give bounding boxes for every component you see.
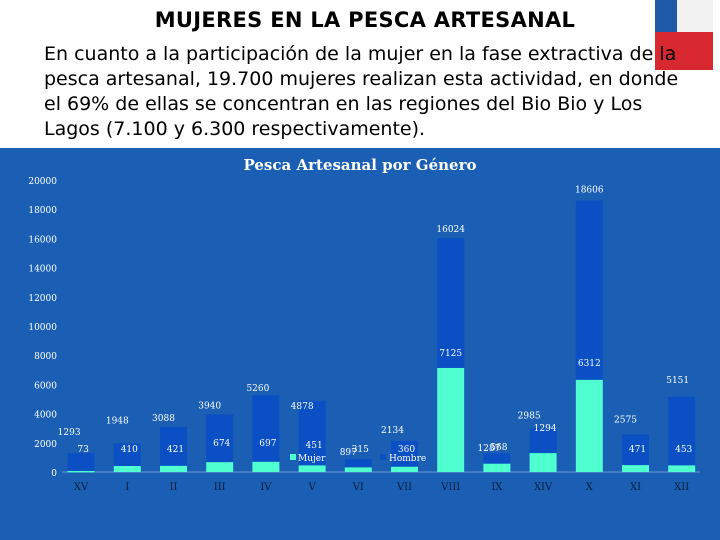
bar-mujer [344, 467, 372, 472]
mujer-value-label: 568 [490, 443, 507, 453]
mujer-value-label: 421 [167, 445, 184, 455]
mujer-value-label: 6312 [578, 359, 601, 369]
bar-mujer [113, 466, 141, 472]
legend-label-mujer: Mujer [298, 454, 326, 464]
x-tick-label: XII [674, 482, 689, 493]
y-tick-label: 2000 [34, 440, 57, 450]
mujer-value-label: 453 [675, 445, 692, 455]
mujer-value-label: 7125 [439, 349, 462, 359]
y-tick-label: 16000 [28, 235, 57, 245]
y-tick-label: 6000 [34, 381, 57, 391]
chile-flag-logo [655, 0, 713, 70]
hombre-value-label: 18606 [575, 185, 604, 195]
mujer-value-label: 674 [213, 439, 230, 449]
y-tick-label: 0 [51, 469, 57, 479]
x-tick-label: II [170, 482, 178, 493]
mujer-value-label: 73 [77, 445, 89, 455]
bar-hombre [668, 396, 696, 472]
bar-mujer [206, 462, 234, 472]
x-axis: XV I II III IV V VI VII VIII IX XIV X XI XII [74, 482, 689, 493]
slide-title: MUJERES EN LA PESCA ARTESANAL [154, 8, 576, 32]
hombre-value-label: 4878 [291, 402, 314, 412]
x-tick-label: IV [260, 482, 272, 493]
bar-hombre [252, 395, 280, 472]
x-tick-label: VI [352, 482, 364, 493]
legend: Mujer Hombre [290, 454, 426, 464]
hombre-value-label: 1948 [106, 417, 129, 427]
y-tick-label: 10000 [28, 323, 57, 333]
y-tick-label: 14000 [28, 265, 57, 275]
hombre-value-label: 2134 [381, 426, 404, 436]
y-tick-label: 18000 [28, 206, 57, 216]
hombre-value-label: 897 [340, 448, 357, 458]
hombre-value-label: 1293 [58, 428, 81, 438]
mujer-value-label: 410 [121, 445, 138, 455]
mujer-value-label: 451 [306, 441, 323, 451]
x-tick-label: V [307, 482, 316, 493]
bar-mujer [483, 463, 511, 472]
legend-label-hombre: Hombre [389, 454, 426, 464]
mujer-value-label: 697 [259, 439, 276, 449]
legend-swatch-hombre [380, 454, 386, 460]
x-tick-label: XV [74, 482, 89, 493]
bar-mujer [437, 367, 465, 472]
x-tick-label: X [586, 482, 594, 493]
bar-hombre [160, 426, 187, 472]
hombre-value-label: 2575 [614, 415, 637, 425]
hombre-value-label: 16024 [436, 225, 465, 235]
slide-paragraph: En cuanto a la participación de la mujer… [44, 43, 679, 140]
bar-hombre [67, 453, 95, 472]
hombre-value-label: 2985 [518, 411, 541, 421]
bar-mujer [67, 470, 95, 473]
x-tick-label: III [214, 482, 226, 493]
bars-group: 1293 73 1948 410 3088 421 3940 674 5260 697 4878 45… [58, 185, 696, 473]
y-tick-label: 12000 [28, 294, 57, 304]
hombre-value-label: 3940 [198, 401, 221, 411]
hombre-value-label: 3088 [152, 414, 175, 424]
mujer-value-label: 1294 [534, 424, 557, 434]
bar-mujer [160, 465, 187, 472]
mujer-value-label: 315 [352, 445, 369, 455]
bar-mujer [252, 461, 280, 472]
legend-swatch-mujer [290, 454, 296, 460]
y-tick-label: 4000 [34, 411, 57, 421]
x-tick-label: XI [630, 482, 641, 493]
x-tick-label: VIII [440, 482, 460, 493]
y-tick-label: 8000 [34, 352, 57, 362]
bar-mujer [668, 465, 696, 472]
bar-hombre [298, 400, 326, 472]
bar-mujer [575, 379, 603, 472]
x-tick-label: I [125, 482, 129, 493]
x-tick-label: VII [396, 482, 412, 493]
bar-mujer [622, 465, 649, 472]
chart-title: Pesca Artesanal por Género [244, 156, 477, 174]
hombre-value-label: 5260 [246, 384, 269, 394]
mujer-value-label: 360 [398, 445, 415, 455]
hombre-value-label: 1287 [477, 444, 500, 454]
mujer-value-label: 471 [629, 445, 646, 455]
hombre-value-label: 5151 [666, 376, 689, 386]
y-tick-label: 20000 [28, 177, 57, 187]
bar-mujer [391, 466, 418, 472]
bar-mujer [298, 465, 326, 472]
x-tick-label: IX [491, 482, 503, 493]
x-tick-label: XIV [534, 482, 553, 493]
bar-mujer [529, 453, 557, 472]
